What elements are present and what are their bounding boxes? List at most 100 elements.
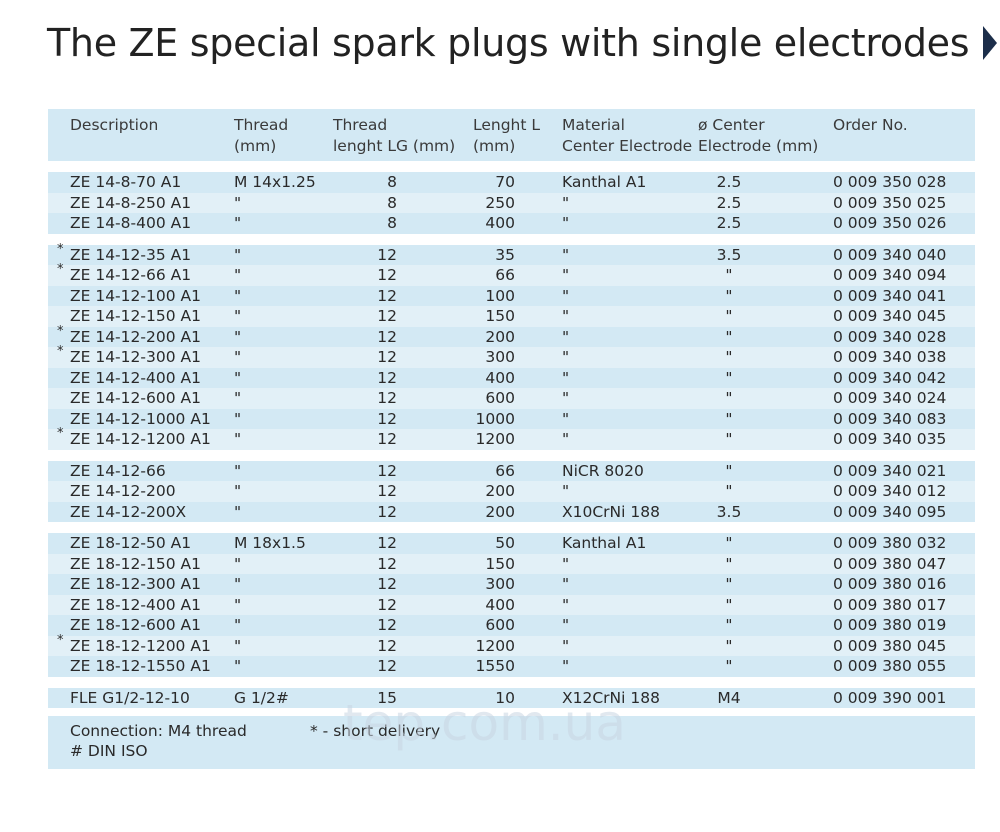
cell-thread-length: 12 [377, 636, 397, 655]
table-row: ZE 14-12-200 " 12 200 " " 0 009 340 012 [48, 481, 975, 502]
cell-material: " [562, 657, 570, 675]
row-group: * ZE 14-12-35 A1 " 12 35 " 3.5 0 009 340 040 * ZE… [48, 242, 975, 450]
cell-order-number: 0 009 350 028 [833, 173, 947, 191]
table-row: ZE 14-8-70 A1 M 14x1.25 8 70 Kanthal A1 2.5 0 … [48, 172, 975, 193]
cell-length: 10 [495, 688, 515, 707]
cell-diameter: " [725, 461, 733, 480]
table-row: * ZE 14-12-200 A1 " 12 200 " " 0 009 340 028 [48, 324, 975, 348]
header-thread-length: Thread lenght LG (mm) [333, 116, 456, 155]
table-row: ZE 18-12-1550 A1 " 12 1550 " " 0 009 380 055 [48, 656, 975, 677]
cell-thread-length: 12 [377, 286, 397, 305]
table-header: Description Thread (mm) Thread lenght LG… [48, 109, 975, 161]
cell-diameter: " [725, 534, 733, 552]
cell-thread-length: 12 [377, 348, 397, 366]
table-row: * ZE 14-12-66 A1 " 12 66 " " 0 009 340 094 [48, 262, 975, 286]
short-delivery-marker: * [57, 426, 64, 441]
header-order-number: Order No. [833, 116, 908, 134]
cell-thread-length: 12 [377, 389, 397, 407]
table-row: ZE 14-8-400 A1 " 8 400 " 2.5 0 009 350 026 [48, 213, 975, 234]
header-length: Lenght L (mm) [473, 116, 541, 155]
cell-diameter: 2.5 [716, 173, 742, 191]
cell-material: " [562, 575, 570, 593]
cell-description: FLE G1/2-12-10 [70, 688, 190, 707]
cell-thread: " [234, 286, 242, 305]
cell-thread: " [234, 307, 242, 325]
cell-length: 150 [485, 307, 515, 325]
cell-thread-length: 12 [377, 657, 397, 675]
next-arrow-icon[interactable] [983, 26, 997, 60]
group-spacer [48, 161, 975, 172]
cell-thread-length: 12 [377, 554, 397, 573]
spark-plug-table: Description Thread (mm) Thread lenght LG… [48, 109, 975, 769]
cell-description: ZE 14-12-200 A1 [70, 327, 201, 346]
cell-diameter: " [725, 327, 733, 346]
cell-material: " [562, 430, 570, 448]
cell-order-number: 0 009 340 042 [833, 368, 947, 387]
cell-description: ZE 14-8-250 A1 [70, 193, 192, 212]
cell-order-number: 0 009 340 094 [833, 266, 947, 284]
table-row: ZE 18-12-400 A1 " 12 400 " " 0 009 380 017 [48, 594, 975, 615]
cell-order-number: 0 009 390 001 [833, 688, 947, 707]
cell-material: " [562, 286, 570, 305]
cell-diameter: " [725, 595, 733, 614]
cell-material: " [562, 554, 570, 573]
cell-thread: " [234, 575, 242, 593]
cell-length: 1200 [475, 636, 515, 655]
cell-material: " [562, 595, 570, 614]
short-delivery-marker: * [57, 344, 64, 359]
cell-description: ZE 14-12-400 A1 [70, 368, 201, 387]
cell-diameter: " [725, 286, 733, 305]
cell-thread: G 1/2# [234, 688, 289, 707]
table-row: ZE 18-12-600 A1 " 12 600 " " 0 009 380 019 [48, 615, 975, 636]
cell-length: 400 [485, 368, 515, 387]
cell-description: ZE 14-12-300 A1 [70, 348, 201, 366]
short-delivery-marker: * [57, 262, 64, 277]
cell-length: 400 [485, 214, 515, 232]
cell-thread: " [234, 266, 242, 284]
row-group: ZE 14-8-70 A1 M 14x1.25 8 70 Kanthal A1 2.5 0 … [48, 172, 975, 234]
cell-thread: " [234, 214, 242, 232]
group-spacer [48, 522, 975, 533]
cell-description: ZE 14-12-100 A1 [70, 286, 201, 305]
table-row: * ZE 14-12-1200 A1 " 12 1200 " " 0 009 340 035 [48, 426, 975, 450]
cell-description: ZE 14-12-1000 A1 [70, 409, 211, 428]
cell-thread-length: 12 [377, 430, 397, 448]
group-spacer [48, 450, 975, 461]
table-row: ZE 18-12-150 A1 " 12 150 " " 0 009 380 047 [48, 553, 975, 574]
cell-order-number: 0 009 340 045 [833, 307, 947, 325]
cell-material: " [562, 348, 570, 366]
cell-length: 70 [495, 173, 515, 191]
cell-thread-length: 12 [377, 502, 397, 521]
cell-material: " [562, 636, 570, 655]
cell-order-number: 0 009 380 019 [833, 616, 947, 634]
cell-thread-length: 12 [377, 409, 397, 428]
page-title: The ZE special spark plugs with single e… [47, 21, 970, 65]
cell-description: ZE 14-12-66 A1 [70, 266, 192, 284]
cell-order-number: 0 009 340 012 [833, 482, 947, 500]
cell-order-number: 0 009 380 055 [833, 657, 947, 675]
cell-description: ZE 14-12-200X [70, 502, 187, 521]
cell-order-number: 0 009 340 083 [833, 409, 947, 428]
cell-material: " [562, 616, 570, 634]
cell-description: ZE 14-8-400 A1 [70, 214, 192, 232]
cell-thread: " [234, 482, 242, 500]
cell-material: " [562, 214, 570, 232]
cell-order-number: 0 009 340 035 [833, 430, 947, 448]
cell-material: X12CrNi 188 [562, 688, 660, 707]
cell-order-number: 0 009 340 040 [833, 245, 947, 264]
cell-thread-length: 12 [377, 595, 397, 614]
cell-description: ZE 18-12-1200 A1 [70, 636, 211, 655]
cell-material: " [562, 266, 570, 284]
table-row: ZE 14-12-200X " 12 200 X10CrNi 188 3.5 0 009 3… [48, 502, 975, 523]
cell-material: X10CrNi 188 [562, 502, 660, 521]
cell-diameter: 2.5 [716, 193, 742, 212]
cell-length: 66 [495, 461, 515, 480]
cell-diameter: M4 [717, 688, 741, 707]
cell-description: ZE 14-12-35 A1 [70, 245, 192, 264]
cell-thread: " [234, 409, 242, 428]
cell-description: ZE 18-12-150 A1 [70, 554, 201, 573]
cell-order-number: 0 009 380 045 [833, 636, 947, 655]
cell-order-number: 0 009 340 041 [833, 286, 947, 305]
cell-description: ZE 18-12-50 A1 [70, 534, 192, 552]
table-row: ZE 18-12-300 A1 " 12 300 " " 0 009 380 016 [48, 574, 975, 595]
